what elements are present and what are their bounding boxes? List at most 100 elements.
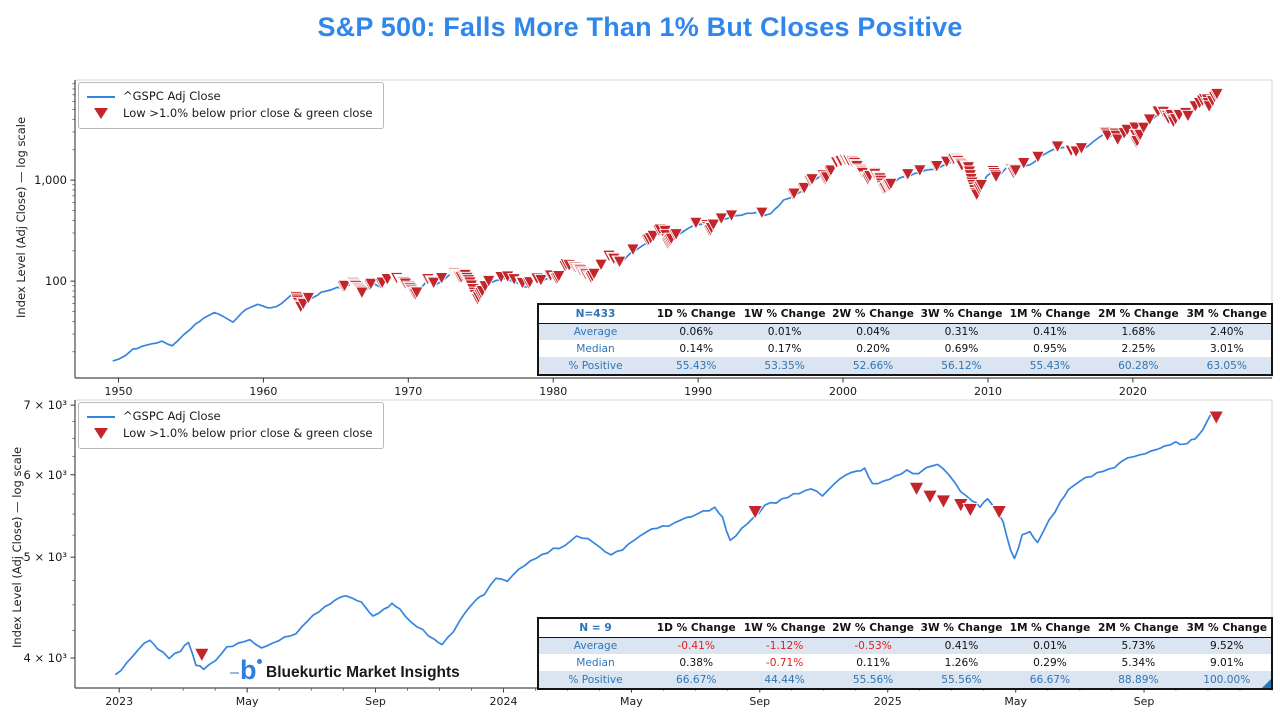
header-cell: 1D % Change: [656, 307, 736, 320]
value-cell: 55.56%: [852, 673, 894, 686]
down-triangle-marker: [974, 179, 989, 193]
table-row: % Positive 66.67% 44.44% 55.56% 55.56% 66.67%…: [539, 671, 1271, 688]
header-cell: 2W % Change: [832, 621, 914, 634]
svg-text:2023: 2023: [105, 695, 133, 708]
value-cell: 0.17%: [767, 342, 802, 355]
value-cell: -0.53%: [854, 639, 892, 652]
svg-text:100: 100: [45, 274, 67, 288]
header-cell: 2M % Change: [1098, 621, 1179, 634]
value-cell: 0.38%: [679, 656, 714, 669]
value-cell: 2.25%: [1121, 342, 1156, 355]
header-cell: 1M % Change: [1009, 621, 1091, 634]
value-cell: 5.73%: [1121, 639, 1156, 652]
svg-text:4 × 10³: 4 × 10³: [23, 651, 67, 665]
svg-text:1990: 1990: [684, 385, 712, 398]
value-cell: 1.26%: [944, 656, 979, 669]
down-triangle-marker: [1100, 129, 1115, 143]
value-cell: 0.29%: [1033, 656, 1067, 669]
down-triangle-marker: [1110, 133, 1125, 147]
svg-text:Sep: Sep: [749, 695, 770, 708]
svg-text:May: May: [1004, 695, 1027, 708]
value-cell: 53.35%: [764, 359, 805, 372]
down-triangle-marker: [989, 170, 1004, 184]
value-cell: -1.12%: [765, 639, 804, 652]
down-triangle-marker: [688, 216, 704, 230]
bottom-legend: ^GSPC Adj Close Low >1.0% below prior cl…: [78, 402, 384, 449]
svg-text:Sep: Sep: [1134, 695, 1155, 708]
down-triangle-marker: [1016, 157, 1031, 171]
down-triangle-marker: [1142, 113, 1157, 127]
down-triangle-marker: [1050, 140, 1065, 154]
bottom-y-axis-label: Index Level (Adj Close) — log scale: [10, 446, 24, 648]
value-cell: 44.44%: [764, 673, 805, 686]
watermark: b Bluekurtic Market Insights: [230, 655, 460, 688]
down-triangle-marker: [706, 218, 721, 232]
value-cell: 3.01%: [1209, 342, 1244, 355]
down-triangle-marker: [929, 160, 944, 174]
down-triangle-marker: [1136, 121, 1151, 135]
down-triangle-marker: [883, 177, 898, 191]
down-triangle-marker: [409, 286, 424, 300]
header-cell: N=433: [575, 307, 616, 320]
line-swatch-icon: [87, 95, 115, 98]
down-triangle-marker: [533, 274, 548, 288]
row-label: Median: [576, 656, 615, 669]
value-cell: 0.11%: [856, 656, 890, 669]
svg-text:1950: 1950: [104, 385, 132, 398]
header-cell: 3M % Change: [1186, 307, 1268, 320]
value-cell: 55.56%: [941, 673, 982, 686]
down-triangle-marker: [787, 187, 802, 201]
sp500-2023-2025-log: 2023 May Sep 2024 May Sep 2025 May Sep 7 × 10³ 6 ×…: [23, 398, 1273, 708]
line-swatch-icon: [87, 415, 115, 418]
svg-text:1960: 1960: [249, 385, 277, 398]
svg-text:2020: 2020: [1119, 385, 1147, 398]
down-triangle-marker: [1008, 164, 1023, 178]
down-triangle-marker: [363, 277, 378, 291]
down-triangle-marker: [1030, 150, 1046, 164]
down-triangle-marker: [434, 272, 449, 286]
svg-text:6 × 10³: 6 × 10³: [23, 468, 67, 482]
svg-text:1,000: 1,000: [34, 173, 67, 187]
value-cell: 55.43%: [1029, 359, 1071, 372]
value-cell: 0.41%: [1033, 325, 1067, 338]
page-title: S&P 500: Falls More Than 1% But Closes P…: [317, 12, 963, 42]
value-cell: 1.68%: [1121, 325, 1156, 338]
watermark-text: Bluekurtic Market Insights: [266, 664, 460, 681]
down-triangle-marker: [804, 173, 820, 187]
down-triangle-marker: [481, 275, 496, 289]
svg-text:May: May: [620, 695, 643, 708]
table-corner-icon: [1262, 678, 1271, 688]
row-label: Median: [576, 342, 615, 355]
header-cell: 2M % Change: [1098, 307, 1179, 320]
table-header-row: N=433 1D % Change 1W % Change 2W % Change 3W…: [539, 305, 1271, 324]
down-triangle-marker: [426, 276, 441, 290]
value-cell: 52.66%: [852, 359, 894, 372]
legend-marker-label: Low >1.0% below prior close & green clos…: [123, 106, 373, 120]
svg-text:7 × 10³: 7 × 10³: [23, 398, 67, 412]
down-triangle-marker: [612, 255, 627, 269]
value-cell: 9.52%: [1209, 639, 1244, 652]
svg-text:Sep: Sep: [365, 695, 386, 708]
price-line: [114, 414, 1212, 676]
value-cell: 66.67%: [676, 673, 717, 686]
value-cell: 0.20%: [856, 342, 890, 355]
header-cell: 1M % Change: [1009, 307, 1091, 320]
dip-markers: [288, 87, 1224, 314]
svg-text:1970: 1970: [394, 385, 422, 398]
value-cell: 0.31%: [944, 325, 979, 338]
top-legend: ^GSPC Adj Close Low >1.0% below prior cl…: [78, 82, 384, 129]
header-cell: 1W % Change: [743, 307, 826, 320]
value-cell: 0.06%: [679, 325, 714, 338]
down-triangle-icon: [94, 428, 108, 439]
down-triangle-marker: [301, 291, 316, 305]
down-triangle-marker: [724, 209, 739, 223]
table-row: Median 0.38% -0.71% 0.11% 1.26% 0.29% 5.34% 9.0…: [539, 654, 1271, 671]
table-row: Average -0.41% -1.12% -0.53% 0.41% 0.01% 5.73%…: [539, 637, 1271, 655]
down-triangle-marker: [646, 229, 661, 243]
value-cell: 0.69%: [944, 342, 979, 355]
header-cell: 1W % Change: [743, 621, 826, 634]
bluekurtic-logo-icon: b: [230, 655, 262, 688]
table-row: Average 0.06% 0.01% 0.04% 0.31% 0.41% 1.68% 2.4…: [539, 323, 1271, 341]
down-triangle-marker: [593, 258, 609, 272]
down-triangle-marker: [551, 270, 566, 284]
